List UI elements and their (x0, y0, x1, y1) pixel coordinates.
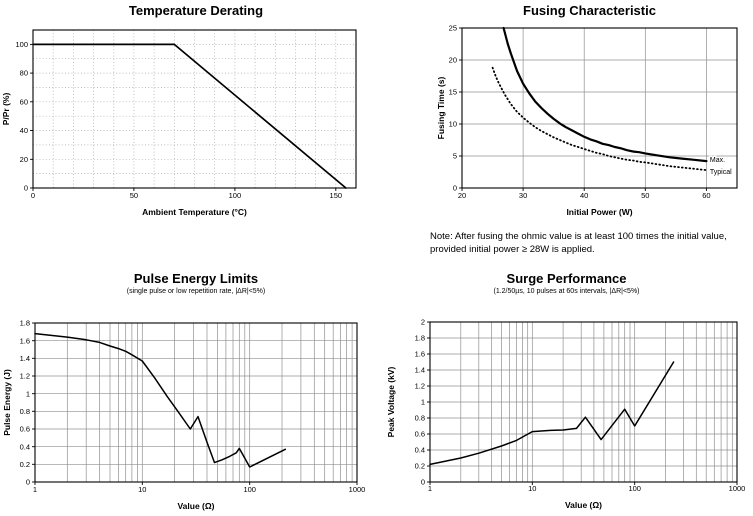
svg-text:1.6: 1.6 (415, 350, 425, 359)
fusing-characteristic-chart: 20 30 40 50 60 0 5 10 15 20 25 Initial Power (W) Fus… (436, 24, 738, 217)
svg-text:0.4: 0.4 (20, 442, 30, 451)
svg-text:0.2: 0.2 (415, 462, 425, 471)
svg-text:50: 50 (641, 191, 649, 200)
svg-text:1.4: 1.4 (415, 366, 425, 375)
svg-text:100: 100 (15, 40, 28, 49)
svg-text:1: 1 (26, 389, 30, 398)
pulse-energy-limits-subtitle: (single pulse or low repetition rate, |Δ… (126, 288, 266, 295)
svg-text:50: 50 (130, 191, 138, 200)
svg-text:Peak Voltage (kV): Peak Voltage (kV) (386, 366, 396, 437)
panel-surge-performance: Surge Performance (1.2/50µs, 10 pulses a… (380, 268, 753, 516)
svg-text:Value (Ω): Value (Ω) (565, 500, 602, 510)
svg-text:0: 0 (31, 191, 35, 200)
fusing-note-line-2: provided initial power ≥ 28W is applied. (430, 243, 595, 255)
surge-performance-header: Surge Performance (1.2/50µs, 10 pulses a… (380, 268, 753, 301)
svg-text:20: 20 (458, 191, 466, 200)
fusing-characteristic-header: Fusing Characteristic (380, 0, 753, 22)
fusing-note: Note: After fusing the ohmic value is at… (380, 231, 753, 256)
svg-text:2: 2 (421, 318, 425, 327)
svg-text:0.6: 0.6 (415, 430, 425, 439)
svg-text:1.8: 1.8 (20, 319, 30, 328)
svg-text:1: 1 (421, 398, 425, 407)
svg-text:40: 40 (580, 191, 588, 200)
svg-text:1.8: 1.8 (415, 334, 425, 343)
pulse-energy-limits-header: Pulse Energy Limits (single pulse or low… (0, 268, 380, 301)
svg-text:40: 40 (20, 126, 28, 135)
svg-text:0.8: 0.8 (415, 414, 425, 423)
svg-text:100: 100 (628, 484, 641, 493)
temperature-derating-header: Temperature Derating (0, 0, 380, 22)
panel-temperature-derating: Temperature Derating 0 50 100 150 0 20 40 60 80 1… (0, 0, 380, 268)
svg-text:5: 5 (453, 152, 457, 161)
svg-text:0.8: 0.8 (20, 407, 30, 416)
svg-text:25: 25 (449, 24, 457, 33)
svg-text:0: 0 (453, 184, 457, 193)
svg-text:1: 1 (428, 484, 432, 493)
svg-text:1.6: 1.6 (20, 336, 30, 345)
surge-performance-title: Surge Performance (506, 271, 627, 286)
temperature-derating-chart: 0 50 100 150 0 20 40 60 80 100 Ambient Temperature… (1, 29, 357, 217)
svg-text:Max.: Max. (710, 157, 725, 164)
svg-text:20: 20 (20, 155, 28, 164)
svg-text:1.4: 1.4 (20, 354, 30, 363)
surge-performance-subtitle: (1.2/50µs, 10 pulses at 60s intervals, |… (493, 288, 640, 295)
svg-text:1.2: 1.2 (20, 372, 30, 381)
svg-text:0.6: 0.6 (20, 425, 30, 434)
pulse-energy-limits-chart: 1 10 100 1000 0 0.2 0.4 0.6 0.8 1 1.2 1.4 1.6 1.8 Valu… (2, 319, 366, 511)
svg-text:Fusing Time (s): Fusing Time (s) (436, 77, 446, 140)
svg-text:0: 0 (26, 478, 30, 487)
pulse-energy-limits-title: Pulse Energy Limits (133, 271, 259, 286)
panel-pulse-energy-limits: Pulse Energy Limits (single pulse or low… (0, 268, 380, 516)
svg-text:10: 10 (138, 485, 146, 494)
svg-text:10: 10 (449, 120, 457, 129)
svg-text:60: 60 (20, 97, 28, 106)
svg-text:20: 20 (449, 56, 457, 65)
svg-text:1000: 1000 (349, 485, 366, 494)
svg-text:1.2: 1.2 (415, 382, 425, 391)
svg-text:100: 100 (229, 191, 242, 200)
surge-performance-chart: 1 10 100 1000 0 0.2 0.4 0.6 0.8 1 1.2 1.4 1.6 1.8 2 Val… (386, 318, 746, 510)
svg-text:10: 10 (528, 484, 536, 493)
svg-text:150: 150 (330, 191, 343, 200)
svg-text:15: 15 (449, 88, 457, 97)
svg-text:1: 1 (33, 485, 37, 494)
svg-text:Pulse Energy (J): Pulse Energy (J) (2, 369, 12, 436)
svg-text:Initial Power (W): Initial Power (W) (566, 207, 632, 217)
svg-text:0.4: 0.4 (415, 446, 425, 455)
svg-text:80: 80 (20, 69, 28, 78)
svg-text:30: 30 (519, 191, 527, 200)
svg-text:100: 100 (243, 485, 256, 494)
svg-text:P/Pr (%): P/Pr (%) (1, 93, 11, 126)
fusing-characteristic-title: Fusing Characteristic (523, 3, 656, 18)
svg-text:Value (Ω): Value (Ω) (177, 501, 214, 511)
svg-text:0: 0 (24, 184, 28, 193)
svg-text:0.2: 0.2 (20, 460, 30, 469)
svg-text:60: 60 (702, 191, 710, 200)
svg-text:0: 0 (421, 478, 425, 487)
fusing-note-line-1: Note: After fusing the ohmic value is at… (430, 231, 727, 242)
svg-text:Typical: Typical (710, 169, 732, 176)
temperature-derating-title: Temperature Derating (128, 3, 264, 18)
svg-text:Ambient Temperature (°C): Ambient Temperature (°C) (142, 207, 247, 217)
svg-text:1000: 1000 (729, 484, 746, 493)
panel-fusing-characteristic: Fusing Characteristic 20 30 40 50 60 0 5 10 15 20… (380, 0, 753, 268)
